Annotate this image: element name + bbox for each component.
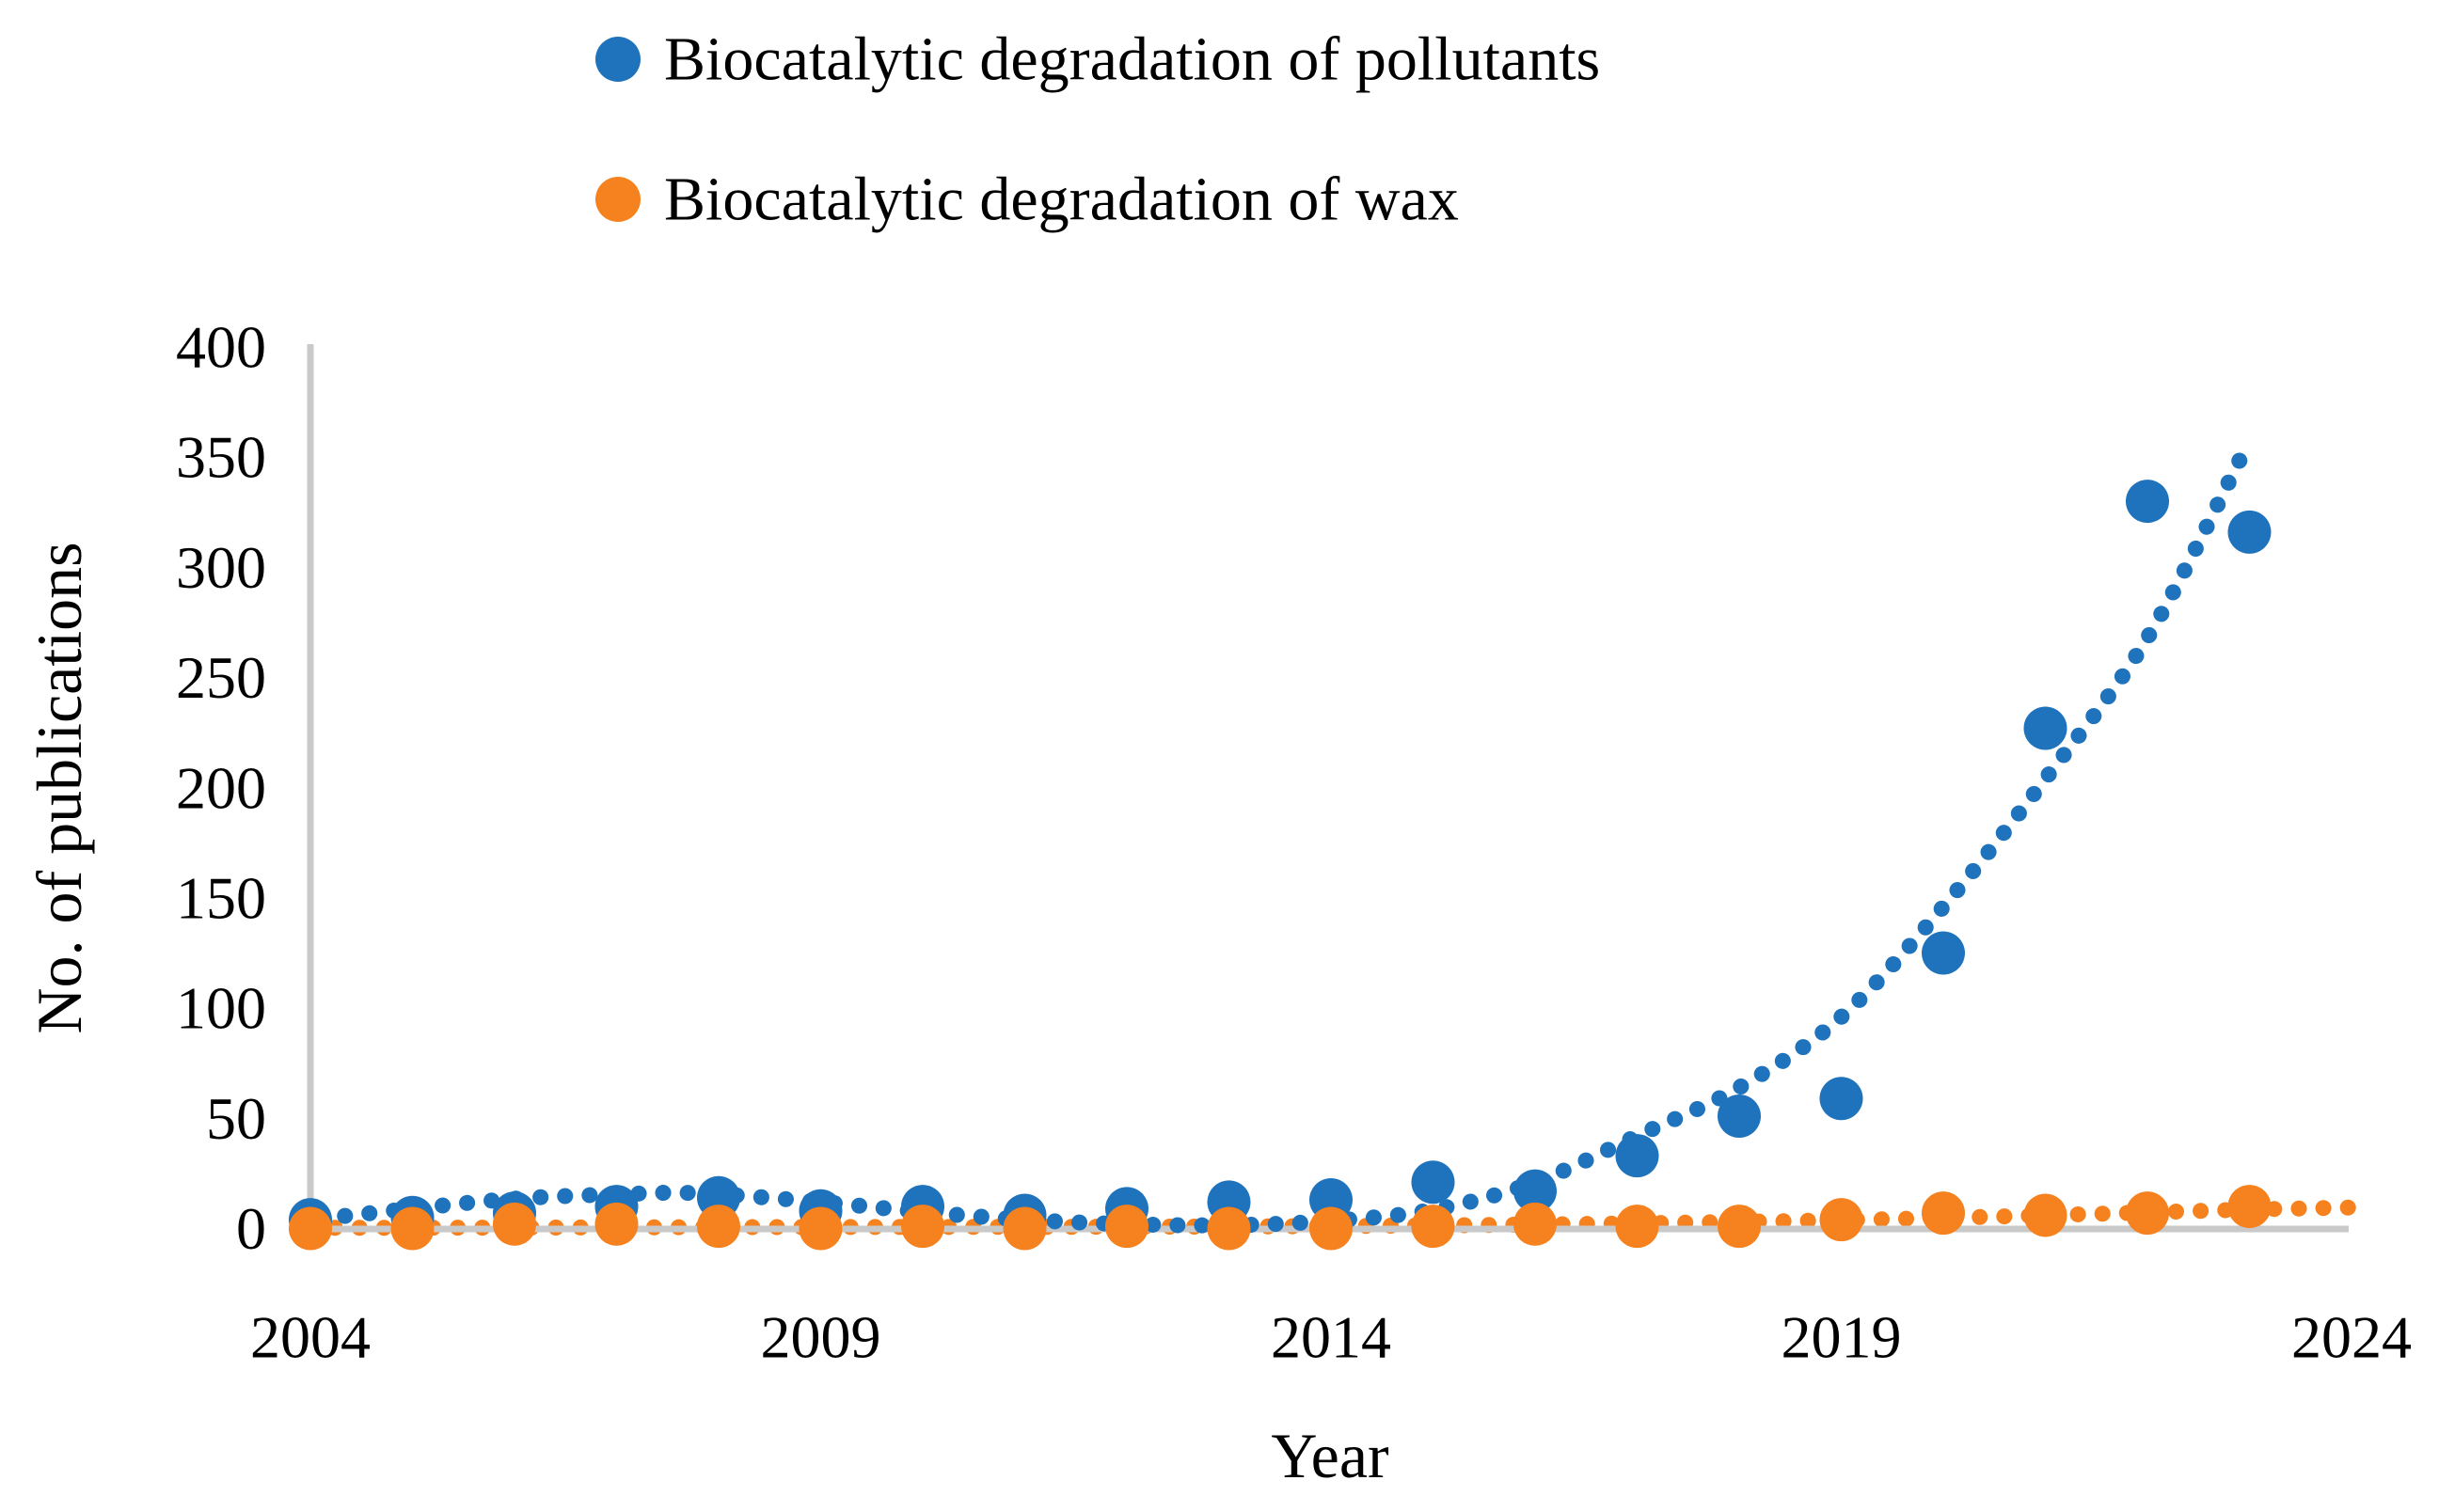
wax-data-point — [493, 1202, 536, 1246]
y-tick-label: 250 — [176, 644, 266, 711]
wax-data-point — [1615, 1205, 1659, 1249]
pollutants-data-points — [289, 480, 2272, 1242]
axes — [307, 344, 2349, 1233]
wax-data-points — [289, 1185, 2272, 1251]
wax-data-point — [697, 1205, 740, 1249]
y-tick-label: 200 — [176, 754, 266, 821]
legend-label-pollutants: Biocatalytic degradation of pollutants — [664, 25, 1600, 94]
wax-data-point — [2126, 1191, 2169, 1236]
y-tick-label: 300 — [176, 534, 266, 601]
x-tick-label: 2024 — [2291, 1304, 2412, 1371]
pollutants-data-point — [1922, 931, 1965, 975]
x-tick-labels: 2004 2009 2014 2019 2024 — [250, 1304, 2412, 1371]
wax-data-point — [1207, 1206, 1251, 1251]
pollutants-data-point — [2023, 706, 2067, 750]
pollutants-data-point — [1615, 1134, 1659, 1178]
y-tick-labels: 0 50 100 150 200 250 300 350 400 — [176, 314, 266, 1263]
wax-data-point — [1105, 1205, 1148, 1249]
pollutants-data-point — [2126, 480, 2169, 524]
pollutants-data-point — [1513, 1169, 1557, 1213]
pollutants-data-point — [1718, 1094, 1761, 1138]
legend-item-wax: Biocatalytic degradation of wax — [595, 165, 1459, 234]
x-tick-label: 2014 — [1271, 1304, 1391, 1371]
y-tick-label: 50 — [206, 1085, 266, 1152]
y-tick-label: 400 — [176, 314, 266, 381]
wax-data-point — [1513, 1202, 1557, 1246]
wax-data-point — [1003, 1206, 1047, 1251]
wax-data-point — [799, 1206, 843, 1251]
pollutants-legend-marker-icon — [595, 37, 641, 82]
legend: Biocatalytic degradation of pollutants B… — [595, 25, 1600, 234]
x-axis-title: Year — [1271, 1420, 1389, 1491]
wax-data-point — [2023, 1193, 2067, 1237]
wax-data-point — [289, 1206, 332, 1251]
pollutants-trendline — [312, 447, 2251, 1234]
x-tick-label: 2009 — [761, 1304, 881, 1371]
wax-data-point — [594, 1202, 639, 1246]
wax-data-point — [901, 1205, 944, 1249]
pollutants-data-point — [1819, 1077, 1863, 1121]
wax-data-point — [390, 1206, 435, 1251]
wax-data-point — [2227, 1185, 2272, 1229]
legend-item-pollutants: Biocatalytic degradation of pollutants — [595, 25, 1600, 94]
x-tick-label: 2004 — [250, 1304, 371, 1371]
y-tick-label: 350 — [176, 424, 266, 491]
pollutants-data-point — [1411, 1160, 1455, 1205]
y-tick-label: 100 — [176, 975, 266, 1042]
wax-legend-marker-icon — [595, 177, 641, 222]
wax-data-point — [1922, 1191, 1965, 1236]
y-axis-title: No. of publications — [24, 542, 95, 1033]
wax-data-point — [1309, 1206, 1353, 1251]
x-tick-label: 2019 — [1782, 1304, 1902, 1371]
wax-data-point — [1819, 1198, 1863, 1242]
wax-data-point — [1411, 1205, 1455, 1249]
y-tick-label: 150 — [176, 864, 266, 931]
wax-data-point — [1718, 1205, 1761, 1249]
pollutants-data-point — [2227, 510, 2272, 554]
y-tick-label: 0 — [236, 1195, 266, 1262]
legend-label-wax: Biocatalytic degradation of wax — [664, 165, 1459, 234]
